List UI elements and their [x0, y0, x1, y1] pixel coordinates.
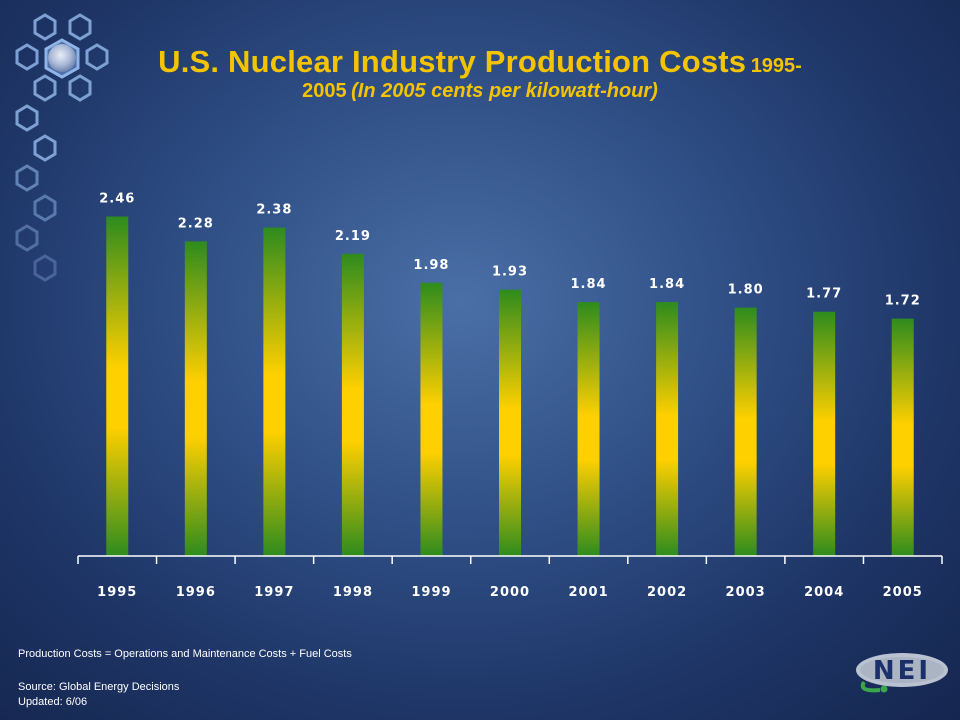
x-tick-label-2000: 2000 — [490, 585, 530, 600]
logo-text: NEI — [873, 656, 931, 686]
data-label-2003: 1.80 — [728, 283, 764, 298]
updated-note: Updated: 6/06 — [18, 696, 88, 708]
x-tick-label-2003: 2003 — [726, 585, 766, 600]
x-tick-label-1997: 1997 — [254, 585, 294, 600]
source-note: Source: Global Energy Decisions — [18, 681, 180, 693]
hexagon-decoration-icon — [15, 13, 109, 282]
x-tick-label-2001: 2001 — [568, 585, 608, 600]
bar-2003 — [734, 307, 757, 556]
title-line2-year: 2005 — [302, 79, 347, 102]
production-cost-definition: Production Costs = Operations and Mainte… — [18, 648, 352, 660]
bar-1998 — [341, 253, 364, 556]
title-subtitle: (In 2005 cents per kilowatt-hour) — [351, 79, 658, 102]
bar-1995 — [106, 216, 129, 556]
bar-2000 — [499, 289, 521, 556]
bar-2004 — [813, 311, 836, 556]
data-label-2005: 1.72 — [885, 294, 921, 309]
data-label-2000: 1.93 — [492, 265, 528, 280]
data-labels-layer: 2.46 2.28 2.38 2.19 1.98 1.93 1.84 1.84 1.80 1.77… — [99, 192, 921, 309]
title-years: 1995- — [750, 55, 802, 77]
bar-1999 — [420, 282, 443, 556]
x-tick-label-1999: 1999 — [411, 585, 451, 600]
x-tick-label-1995: 1995 — [97, 585, 137, 600]
bar-2005 — [891, 318, 914, 556]
data-label-2001: 1.84 — [571, 277, 607, 292]
data-label-2002: 1.84 — [649, 277, 685, 292]
data-label-1998: 2.19 — [335, 229, 371, 244]
x-tick-label-2002: 2002 — [647, 585, 687, 600]
x-tick-label-1996: 1996 — [176, 585, 216, 600]
nei-logo-icon: NEI — [856, 653, 948, 693]
bars-layer — [106, 216, 914, 557]
data-label-1996: 2.28 — [178, 216, 214, 231]
x-tick-label-2005: 2005 — [883, 585, 923, 600]
x-tick-label-1998: 1998 — [333, 585, 373, 600]
data-label-2004: 1.77 — [806, 287, 842, 302]
bar-chart: 2.46 2.28 2.38 2.19 1.98 1.93 1.84 1.84 1.80 1.77… — [77, 192, 943, 600]
data-label-1997: 2.38 — [256, 203, 292, 218]
bar-2001 — [577, 302, 600, 556]
chart-title: U.S. Nuclear Industry Production Costs 1… — [120, 44, 840, 103]
x-axis: 1995 1996 1997 1998 1999 2000 2001 2002 2003 2004… — [77, 555, 943, 600]
bar-1996 — [184, 241, 207, 557]
title-main: U.S. Nuclear Industry Production Costs — [158, 44, 747, 79]
bar-1997 — [263, 227, 286, 556]
x-tick-label-2004: 2004 — [804, 585, 844, 600]
bar-2002 — [656, 302, 679, 556]
data-label-1999: 1.98 — [413, 258, 449, 273]
data-label-1995: 2.46 — [99, 192, 135, 207]
